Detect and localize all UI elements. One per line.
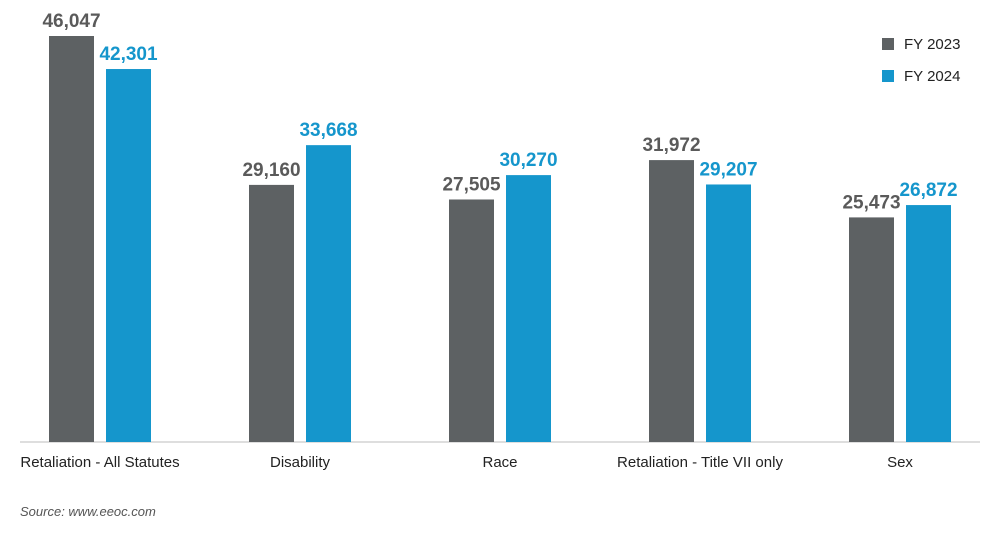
legend-item-fy2024: FY 2024 <box>882 67 961 85</box>
value-label: 30,270 <box>499 150 557 171</box>
category-label: Retaliation - All Statutes <box>20 454 179 471</box>
bar-fy2023 <box>649 160 694 442</box>
value-label: 42,301 <box>99 44 158 65</box>
value-label: 33,668 <box>299 120 357 141</box>
legend-swatch <box>882 70 894 82</box>
value-label: 26,872 <box>899 180 957 201</box>
legend-item-fy2023: FY 2023 <box>882 35 961 53</box>
category-label: Disability <box>270 454 331 471</box>
legend: FY 2023 FY 2024 <box>882 36 960 100</box>
category-labels-group: Retaliation - All Statutes Disability Race… <box>20 454 913 471</box>
bar-fy2024 <box>306 145 351 442</box>
bars-group <box>49 36 951 443</box>
value-label: 25,473 <box>842 192 900 213</box>
category-label: Race <box>482 454 517 471</box>
legend-label: FY 2023 <box>904 35 961 53</box>
category-label: Sex <box>887 454 913 471</box>
bar-fy2023 <box>449 199 494 442</box>
value-label: 27,505 <box>442 174 501 195</box>
value-label: 29,160 <box>242 160 300 181</box>
bar-fy2024 <box>706 184 751 442</box>
bar-fy2023 <box>849 217 894 442</box>
bar-fy2023 <box>49 36 94 442</box>
value-label: 31,972 <box>642 135 700 156</box>
category-label: Retaliation - Title VII only <box>617 454 783 471</box>
value-label: 29,207 <box>699 159 757 180</box>
bar-fy2024 <box>506 175 551 442</box>
value-label: 46,047 <box>42 11 100 32</box>
legend-swatch <box>882 38 894 50</box>
source-note: Source: www.eeoc.com <box>20 504 156 519</box>
bar-fy2024 <box>906 205 951 442</box>
bar-fy2024 <box>106 69 151 442</box>
value-labels-group: 46,047 42,301 29,160 33,668 27,505 30,270 31,9… <box>42 11 957 213</box>
bar-fy2023 <box>249 184 294 443</box>
legend-label: FY 2024 <box>904 67 961 85</box>
